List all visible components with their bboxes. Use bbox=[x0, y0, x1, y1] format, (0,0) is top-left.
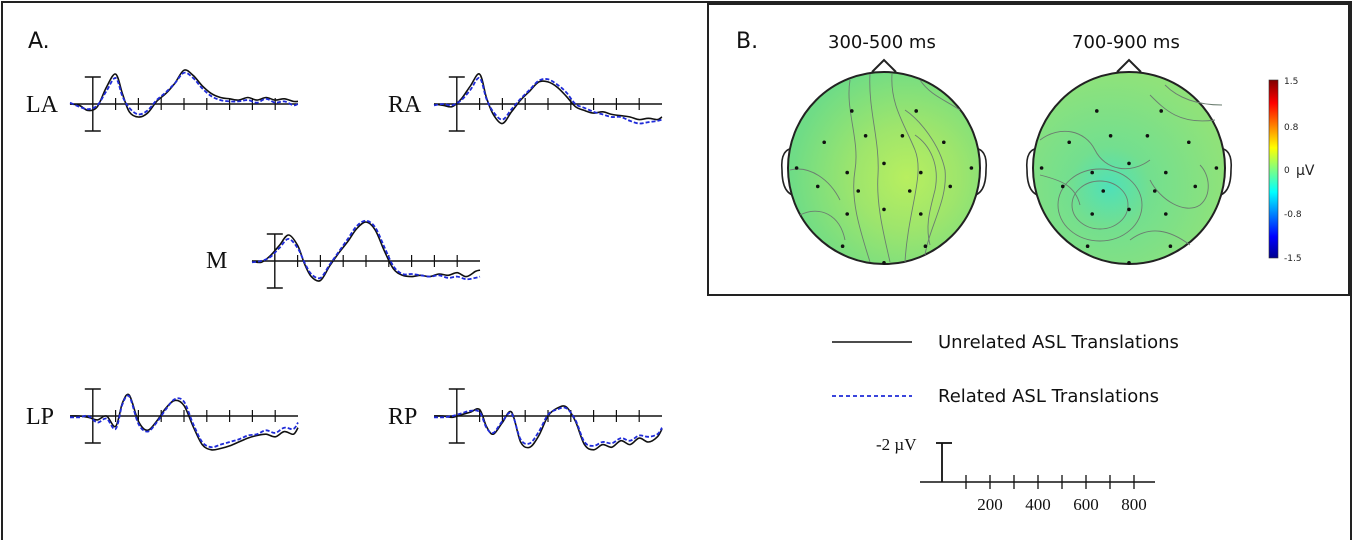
colorbar-tick-4: -0.8 bbox=[1284, 210, 1302, 220]
electrode-dot bbox=[923, 244, 928, 248]
electrode-dot bbox=[948, 184, 953, 189]
scalp bbox=[1032, 71, 1226, 265]
topo-map-700-900 bbox=[1025, 58, 1233, 265]
colorbar-tick-2: 0.8 bbox=[1284, 123, 1299, 133]
waveform-unrelated bbox=[69, 393, 299, 451]
waveform-unrelated bbox=[433, 73, 663, 125]
waveform-related bbox=[69, 71, 299, 116]
topo-map-300-500 bbox=[780, 58, 988, 265]
electrode-dot bbox=[1164, 170, 1168, 175]
electrode-dot bbox=[1127, 260, 1131, 265]
waveform-related bbox=[433, 406, 663, 447]
electrode-dot bbox=[1090, 170, 1094, 175]
electrode-dot bbox=[850, 109, 854, 113]
erp-plot-ra: RA bbox=[388, 73, 663, 132]
contour-lines bbox=[789, 73, 961, 263]
contour-lines bbox=[1039, 84, 1223, 246]
nose bbox=[871, 58, 897, 73]
electrode-dot bbox=[1164, 212, 1168, 216]
electrode-dot bbox=[1145, 134, 1150, 138]
site-label-la: LA bbox=[26, 92, 59, 118]
electrode-dot bbox=[1085, 244, 1090, 248]
nose bbox=[1116, 58, 1142, 73]
electrode-dot bbox=[822, 140, 826, 145]
scale-time-label: 400 bbox=[1025, 495, 1051, 514]
legend-label-unrelated: Unrelated ASL Translations bbox=[938, 332, 1179, 353]
colorbar: 1.5 0.8 0 µV -0.8 -1.5 bbox=[1268, 77, 1315, 264]
topo-label-2: 700-900 ms bbox=[1072, 32, 1180, 53]
site-label-rp: RP bbox=[388, 404, 417, 430]
scale-time-label: 800 bbox=[1121, 495, 1147, 514]
scale-amplitude-label: -2 µV bbox=[876, 435, 917, 454]
electrodes bbox=[794, 109, 974, 265]
erp-plot-lp: LP bbox=[26, 388, 299, 451]
electrode-dot bbox=[1187, 140, 1191, 145]
colorbar-tick-1: 1.5 bbox=[1284, 77, 1298, 87]
electrode-dot bbox=[1127, 161, 1131, 166]
electrode-dot bbox=[1159, 109, 1163, 113]
colorbar-unit: µV bbox=[1296, 163, 1315, 179]
electrode-dot bbox=[969, 166, 974, 170]
electrode-dot bbox=[907, 189, 912, 193]
colorbar-gradient bbox=[1268, 79, 1279, 259]
electrode-dot bbox=[1101, 189, 1106, 193]
electrode-dot bbox=[815, 184, 820, 189]
electrode-dot bbox=[1214, 166, 1219, 170]
erp-plot-rp: RP bbox=[388, 388, 663, 451]
scale-time-label: 200 bbox=[977, 495, 1003, 514]
electrode-dot bbox=[1127, 207, 1131, 212]
scale-bar: -2 µV 200 400 600 800 bbox=[876, 435, 1155, 514]
electrode-dot bbox=[882, 161, 886, 166]
waveform-unrelated bbox=[69, 69, 299, 118]
electrode-dot bbox=[1039, 166, 1044, 170]
electrode-dot bbox=[882, 260, 886, 265]
waveform-related bbox=[433, 77, 663, 125]
electrode-dot bbox=[1152, 189, 1157, 193]
electrode-dot bbox=[1095, 109, 1099, 113]
electrode-dot bbox=[900, 134, 905, 138]
site-label-lp: LP bbox=[26, 404, 54, 430]
erp-plot-la: LA bbox=[26, 69, 299, 132]
waveform-unrelated bbox=[433, 405, 663, 451]
waveform-unrelated bbox=[251, 221, 481, 282]
site-label-m: M bbox=[206, 248, 227, 274]
electrode-dot bbox=[794, 166, 799, 170]
electrode-dot bbox=[845, 170, 849, 175]
site-label-ra: RA bbox=[388, 92, 422, 118]
electrode-dot bbox=[919, 212, 923, 216]
topo-label-1: 300-500 ms bbox=[828, 32, 936, 53]
colorbar-tick-5: -1.5 bbox=[1284, 254, 1302, 264]
legend: Unrelated ASL Translations Related ASL T… bbox=[832, 332, 1179, 407]
waveform-related bbox=[251, 219, 481, 281]
electrode-dot bbox=[1108, 134, 1113, 138]
electrode-dot bbox=[914, 109, 918, 113]
legend-label-related: Related ASL Translations bbox=[938, 386, 1159, 407]
electrode-dot bbox=[863, 134, 868, 138]
electrode-dot bbox=[856, 189, 861, 193]
panel-b-label: B. bbox=[736, 29, 758, 54]
electrode-dot bbox=[840, 244, 845, 248]
electrodes bbox=[1039, 109, 1219, 265]
electrode-dot bbox=[1090, 212, 1094, 216]
electrode-dot bbox=[882, 207, 886, 212]
erp-plot-m: M bbox=[206, 219, 481, 289]
colorbar-tick-3: 0 bbox=[1284, 166, 1290, 176]
electrode-dot bbox=[942, 140, 946, 145]
electrode-dot bbox=[1067, 140, 1071, 145]
electrode-dot bbox=[1168, 244, 1173, 248]
waveform-related bbox=[69, 394, 299, 449]
electrode-dot bbox=[845, 212, 849, 216]
electrode-dot bbox=[1193, 184, 1198, 189]
electrode-dot bbox=[919, 170, 923, 175]
scale-time-label: 600 bbox=[1073, 495, 1099, 514]
panel-a-label: A. bbox=[28, 29, 50, 54]
electrode-dot bbox=[1060, 184, 1065, 189]
